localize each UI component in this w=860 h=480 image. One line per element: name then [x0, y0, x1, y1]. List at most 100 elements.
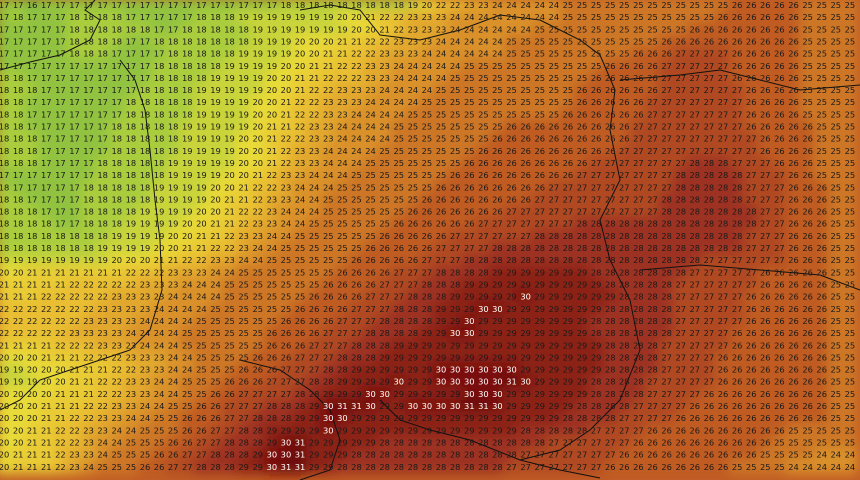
value-label: 26 [675, 413, 686, 423]
value-label: 28 [704, 158, 715, 168]
value-label: 26 [647, 437, 658, 447]
heat-cell [306, 46, 323, 61]
heat-cell [517, 10, 534, 25]
value-label: 25 [252, 292, 263, 302]
value-label: 17 [41, 146, 52, 156]
value-label: 19 [238, 97, 249, 107]
value-label: 17 [69, 194, 80, 204]
heat-cell [672, 10, 689, 25]
value-label: 24 [337, 134, 348, 144]
value-label: 18 [140, 194, 151, 204]
value-label: 28 [591, 413, 602, 423]
value-label: 25 [224, 316, 235, 326]
value-label: 18 [168, 134, 179, 144]
value-label: 17 [126, 12, 137, 22]
value-label: 26 [238, 377, 249, 387]
value-label: 25 [802, 61, 813, 71]
value-label: 26 [633, 109, 644, 119]
value-label: 24 [365, 97, 376, 107]
value-label: 20 [0, 413, 9, 423]
value-label: 28 [605, 401, 616, 411]
value-label: 27 [675, 158, 686, 168]
heat-cell [545, 22, 562, 37]
heat-cell [10, 34, 27, 49]
heat-cell [799, 34, 816, 49]
value-label: 18 [13, 73, 24, 83]
value-label: 18 [196, 12, 207, 22]
heat-cell [277, 0, 295, 13]
value-label: 25 [323, 231, 334, 241]
value-label: 24 [351, 158, 362, 168]
value-label: 21 [27, 267, 38, 277]
value-label: 28 [436, 437, 447, 447]
value-label: 27 [563, 462, 574, 472]
value-label: 27 [704, 109, 715, 119]
value-label: 24 [422, 61, 433, 71]
value-label: 26 [732, 401, 743, 411]
value-label: 26 [633, 450, 644, 460]
value-label: 26 [746, 24, 757, 34]
value-label: 26 [760, 292, 771, 302]
value-label: 28 [393, 462, 404, 472]
value-label: 27 [281, 389, 292, 399]
value-label: 27 [718, 61, 729, 71]
value-label: 29 [422, 352, 433, 362]
value-label: 22 [210, 243, 221, 253]
heat-cell [38, 34, 55, 49]
value-label: 24 [351, 146, 362, 156]
value-label: 29 [534, 267, 545, 277]
value-label: 27 [675, 134, 686, 144]
value-label: 22 [55, 425, 66, 435]
heat-cell [630, 22, 647, 37]
value-label: 29 [337, 425, 348, 435]
value-label: 25 [534, 85, 545, 95]
value-label: 25 [534, 109, 545, 119]
heat-cell [729, 46, 746, 61]
value-label: 26 [816, 255, 827, 265]
value-label: 27 [549, 207, 560, 217]
value-label: 26 [196, 425, 207, 435]
value-label: 23 [379, 61, 390, 71]
heat-cell [52, 0, 69, 13]
value-label: 28 [718, 207, 729, 217]
value-label: 23 [126, 377, 137, 387]
value-label: 27 [295, 352, 306, 362]
value-label: 23 [267, 207, 278, 217]
value-label: 27 [690, 340, 701, 350]
heat-cell [771, 0, 788, 13]
value-label: 26 [633, 85, 644, 95]
value-label: 20 [210, 207, 221, 217]
value-label: 26 [591, 122, 602, 132]
value-label: 22 [267, 170, 278, 180]
value-label: 25 [577, 24, 588, 34]
value-label: 24 [492, 36, 503, 46]
value-label: 19 [13, 377, 24, 387]
value-label: 28 [633, 279, 644, 289]
value-label: 25 [422, 122, 433, 132]
heat-cell [757, 46, 774, 61]
value-label: 20 [309, 49, 320, 59]
value-label: 19 [295, 12, 306, 22]
value-label: 21 [0, 292, 9, 302]
value-label: 26 [450, 182, 461, 192]
heat-cell [743, 34, 760, 49]
value-label: 24 [140, 316, 151, 326]
value-label: 23 [83, 316, 94, 326]
value-label: 19 [281, 36, 292, 46]
value-label: 27 [690, 365, 701, 375]
value-label: 28 [577, 425, 588, 435]
value-label: 26 [506, 182, 517, 192]
value-label: 27 [704, 328, 715, 338]
value-label: 18 [224, 36, 235, 46]
value-label: 20 [196, 219, 207, 229]
value-label: 17 [83, 97, 94, 107]
value-label: 29 [492, 425, 503, 435]
value-label: 26 [802, 328, 813, 338]
heat-cell [489, 22, 506, 37]
value-label: 25 [831, 255, 842, 265]
heat-cell [10, 10, 27, 25]
heat-cell [602, 0, 619, 13]
heat-cell [559, 10, 576, 25]
value-label: 21 [83, 377, 94, 387]
